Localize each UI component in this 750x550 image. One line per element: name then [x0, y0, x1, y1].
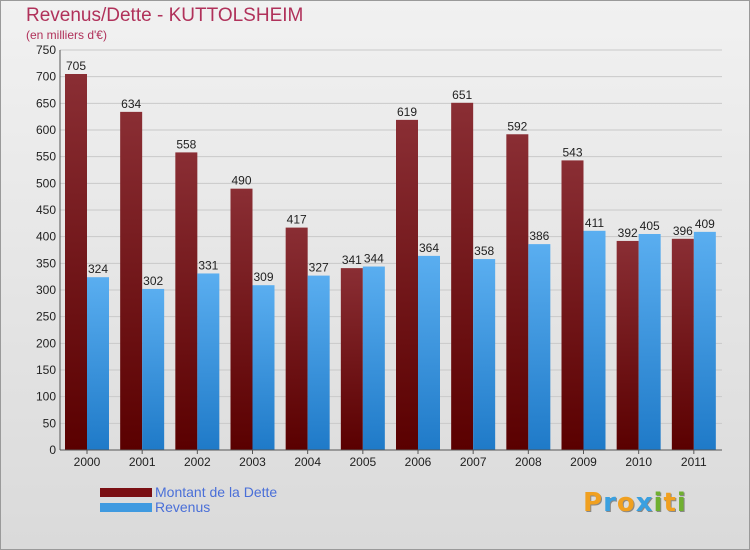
data-label-revenue: 309 — [253, 270, 273, 284]
data-label-revenue: 364 — [419, 241, 439, 255]
y-tick-label: 250 — [36, 310, 56, 324]
y-tick-label: 400 — [36, 230, 56, 244]
x-axis: 2000 2001 2002 2003 2004 2005 2006 2007 2008 2009… — [60, 449, 722, 469]
data-label-debt: 651 — [452, 88, 472, 102]
bar-revenue — [307, 275, 330, 450]
proxiti-logo: Proxiti — [583, 488, 687, 518]
x-tick-label: 2008 — [515, 455, 542, 469]
data-label-revenue: 405 — [640, 219, 660, 233]
x-tick-label: 2010 — [625, 455, 652, 469]
y-tick-label: 350 — [36, 256, 56, 270]
bar-revenue — [362, 266, 385, 450]
data-label-revenue: 409 — [695, 217, 715, 231]
legend-swatch-revenue — [100, 503, 152, 512]
x-tick-label: 2004 — [294, 455, 321, 469]
chart-title: Revenus/Dette - KUTTOLSHEIM — [26, 5, 304, 26]
y-tick-label: 450 — [36, 203, 56, 217]
y-tick-label: 600 — [36, 123, 56, 137]
bar-revenue — [418, 255, 440, 450]
data-label-debt: 619 — [397, 105, 417, 119]
data-label-debt: 592 — [507, 119, 527, 133]
bar-revenue — [142, 288, 165, 450]
y-tick-label: 150 — [36, 363, 56, 377]
bar-debt — [285, 227, 308, 450]
y-axis: 0 50 100 150 200 250 300 350 400 450 500 550 600 650 7… — [36, 43, 61, 457]
data-label-revenue: 327 — [309, 261, 329, 275]
bar-debt — [506, 134, 529, 450]
x-tick-label: 2006 — [405, 455, 432, 469]
logo-letter: x — [635, 488, 654, 518]
bar-debt — [340, 268, 363, 450]
bar-revenue — [583, 230, 606, 450]
y-tick-label: 550 — [36, 150, 56, 164]
data-label-debt: 705 — [66, 59, 86, 73]
bar-debt — [65, 74, 87, 450]
y-tick-label: 700 — [36, 70, 56, 84]
y-tick-label: 200 — [36, 336, 56, 350]
bars: 705 324 634 302 558 331 490 309 417 327 341 344 619 3… — [65, 59, 716, 451]
y-tick-label: 100 — [36, 390, 56, 404]
data-label-debt: 396 — [673, 224, 693, 238]
data-label-debt: 490 — [231, 174, 251, 188]
legend-label-debt: Montant de la Dette — [155, 484, 278, 500]
y-tick-label: 300 — [36, 283, 56, 297]
data-label-revenue: 386 — [529, 229, 549, 243]
logo-letter: i — [676, 488, 687, 518]
logo-letter: i — [653, 488, 664, 518]
bar-debt — [451, 102, 474, 451]
data-label-revenue: 344 — [364, 252, 384, 266]
bar-revenue — [252, 285, 275, 450]
legend-swatch-debt — [100, 488, 152, 497]
data-label-revenue: 358 — [474, 244, 494, 258]
chart-subtitle: (en milliers d'€) — [26, 28, 107, 42]
legend-label-revenue: Revenus — [155, 499, 211, 515]
data-label-revenue: 411 — [585, 216, 604, 230]
y-tick-label: 750 — [36, 43, 56, 57]
bar-debt — [561, 160, 584, 450]
bar-revenue — [693, 231, 716, 450]
logo-letter: P — [583, 488, 604, 518]
data-label-debt: 543 — [562, 145, 582, 159]
bar-debt — [230, 188, 253, 450]
data-label-revenue: 302 — [143, 274, 163, 288]
data-label-debt: 417 — [287, 213, 307, 227]
x-tick-label: 2000 — [74, 455, 101, 469]
logo-letter: t — [663, 488, 677, 518]
x-tick-label: 2011 — [681, 455, 707, 469]
logo-letter: o — [616, 488, 636, 518]
bar-revenue — [87, 277, 109, 450]
x-tick-label: 2002 — [184, 455, 211, 469]
bar-revenue — [528, 244, 551, 450]
bar-debt — [671, 238, 694, 450]
y-tick-label: 650 — [36, 96, 56, 110]
data-label-debt: 341 — [342, 253, 362, 267]
bar-debt — [616, 240, 639, 450]
x-tick-label: 2001 — [129, 455, 156, 469]
bar-debt — [120, 111, 143, 450]
x-tick-label: 2009 — [570, 455, 597, 469]
bar-revenue — [638, 234, 661, 450]
data-label-debt: 558 — [176, 137, 196, 151]
x-tick-label: 2003 — [239, 455, 266, 469]
data-label-debt: 392 — [618, 226, 638, 240]
grid-lines — [60, 49, 722, 451]
bar-revenue — [197, 273, 220, 450]
y-tick-label: 50 — [43, 416, 57, 430]
bar-debt — [175, 152, 198, 450]
bar-revenue — [473, 259, 496, 450]
data-label-revenue: 331 — [198, 258, 218, 272]
y-tick-label: 500 — [36, 176, 56, 190]
logo-letter: r — [603, 488, 617, 518]
x-tick-label: 2005 — [349, 455, 376, 469]
data-label-debt: 634 — [121, 97, 141, 111]
y-tick-label: 0 — [49, 443, 56, 457]
bar-debt — [396, 119, 418, 450]
x-tick-label: 2007 — [460, 455, 487, 469]
data-label-revenue: 324 — [88, 262, 108, 276]
